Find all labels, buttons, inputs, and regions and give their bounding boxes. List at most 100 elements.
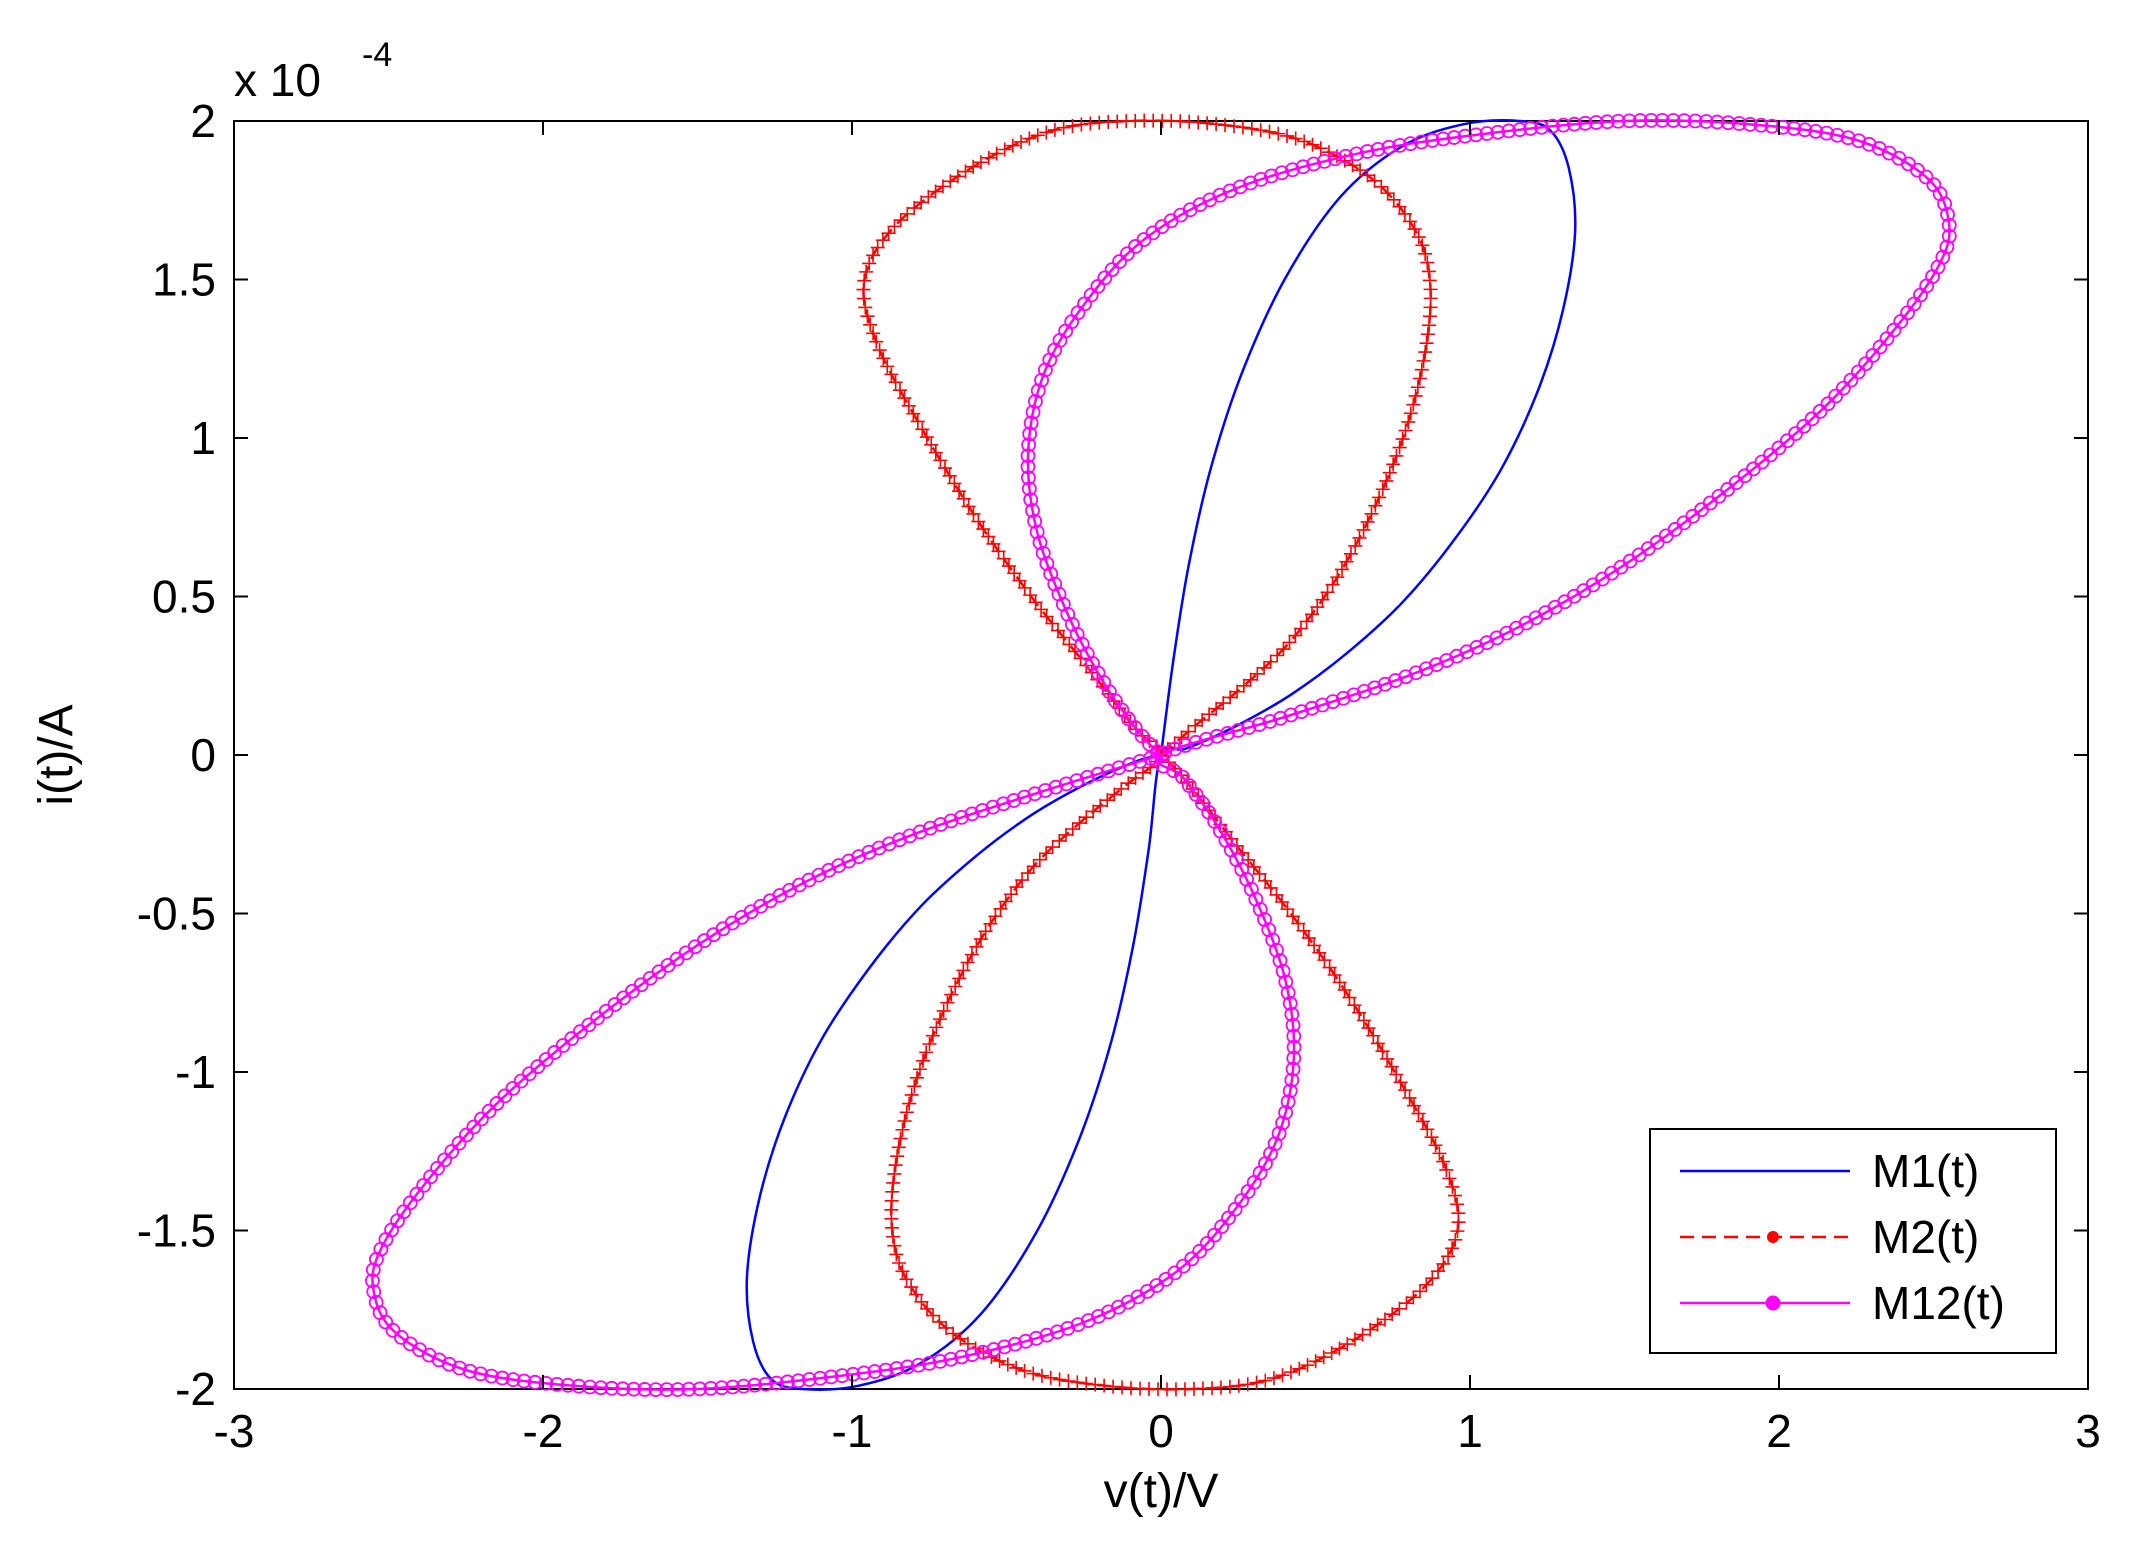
data-point-marker: [1280, 128, 1295, 143]
data-point-marker: [1439, 1162, 1454, 1177]
data-point-marker: [1435, 131, 1451, 147]
data-point-marker: [1941, 217, 1957, 233]
data-point-marker: [637, 1382, 653, 1397]
data-point-marker: [1047, 576, 1063, 592]
data-point-marker: [670, 1382, 686, 1397]
data-point-marker: [1742, 116, 1758, 132]
data-point-marker: [1796, 418, 1812, 434]
data-point-marker: [1285, 909, 1300, 924]
data-point-marker: [1028, 1330, 1044, 1346]
data-point-marker: [1017, 1363, 1032, 1378]
data-point-marker: [1284, 1006, 1300, 1022]
legend-label: M2(t): [1872, 1211, 1979, 1263]
data-point-marker: [1534, 119, 1549, 135]
data-point-marker: [812, 1370, 828, 1386]
data-point-marker: [893, 1131, 908, 1146]
data-point-marker: [988, 909, 1003, 924]
data-point-marker: [904, 1087, 919, 1102]
y-multiplier-base: x 10: [234, 54, 321, 106]
data-point-marker: [1786, 121, 1802, 136]
data-point-marker: [985, 799, 1001, 815]
data-point-marker: [948, 979, 963, 994]
x-tick-label: 2: [1766, 1405, 1792, 1457]
data-point-marker: [1209, 701, 1224, 716]
data-point-marker: [907, 1079, 922, 1094]
data-point-marker: [1395, 432, 1410, 447]
data-point-marker: [902, 828, 918, 844]
data-point-marker: [1270, 648, 1285, 663]
data-point-marker: [943, 813, 959, 829]
data-point-marker: [1007, 1336, 1023, 1352]
data-point-marker: [1926, 177, 1942, 193]
data-point-marker: [910, 1070, 925, 1085]
data-point-marker: [1389, 448, 1404, 463]
data-point-marker: [1367, 173, 1382, 188]
data-point-marker: [1083, 116, 1098, 131]
data-point-marker: [1446, 130, 1462, 145]
data-point-marker: [1128, 239, 1143, 254]
data-point-marker: [1861, 136, 1877, 152]
data-point-marker: [1698, 114, 1714, 129]
data-point-marker: [1325, 577, 1340, 592]
data-point-marker: [1004, 887, 1019, 902]
data-point-marker: [1418, 345, 1433, 360]
data-point-marker: [1775, 119, 1791, 135]
data-point-marker: [780, 1374, 795, 1390]
data-point-marker: [1188, 718, 1203, 733]
x-tick-label: 0: [1148, 1405, 1174, 1457]
data-point-marker: [1370, 141, 1386, 157]
data-point-marker: [1368, 498, 1383, 513]
data-point-marker: [1450, 1197, 1465, 1212]
data-point-marker: [897, 391, 912, 406]
data-point-marker: [1047, 122, 1062, 137]
data-point-marker: [1030, 128, 1045, 143]
data-point-marker: [1034, 372, 1049, 388]
data-point-marker: [474, 1111, 489, 1127]
data-point-marker: [1556, 117, 1571, 133]
data-point-marker: [1282, 996, 1298, 1011]
data-point-marker: [947, 476, 962, 491]
data-point-marker: [1258, 873, 1273, 888]
data-point-marker: [1441, 1249, 1456, 1264]
data-point-marker: [758, 1376, 773, 1392]
data-point-marker: [888, 1158, 903, 1173]
data-point-marker: [1382, 465, 1397, 480]
data-point-marker: [1058, 827, 1073, 842]
data-point-marker: [1448, 1188, 1463, 1203]
data-point-marker: [1034, 1368, 1049, 1383]
data-point-marker: [1935, 249, 1951, 265]
data-point-marker: [889, 1361, 905, 1376]
data-point-marker: [884, 1220, 899, 1235]
data-point-marker: [1012, 573, 1027, 588]
data-point-marker: [1356, 1013, 1371, 1028]
data-point-marker: [1240, 1377, 1255, 1392]
data-point-marker: [1366, 1028, 1381, 1043]
data-point-marker: [1457, 128, 1473, 144]
data-point-marker: [1425, 1271, 1440, 1286]
data-point-marker: [1280, 985, 1296, 1001]
data-point-marker: [952, 971, 967, 986]
series-m12-t-: [365, 112, 1957, 1398]
data-point-marker: [489, 1096, 505, 1111]
data-point-marker: [981, 529, 996, 544]
data-point-marker: [997, 142, 1012, 157]
data-point-marker: [880, 359, 895, 374]
data-point-marker: [1017, 580, 1032, 595]
data-point-marker: [560, 1377, 576, 1393]
data-point-marker: [915, 422, 930, 437]
data-point-marker: [919, 430, 934, 445]
data-point-marker: [1545, 118, 1560, 134]
data-point-marker: [516, 1373, 532, 1389]
data-point-marker: [1307, 938, 1322, 953]
data-point-marker: [1275, 895, 1290, 910]
data-point-marker: [1001, 559, 1016, 574]
data-point-marker: [916, 1053, 931, 1068]
data-point-marker: [1335, 690, 1351, 706]
data-point-marker: [922, 1036, 937, 1051]
data-point-marker: [845, 1366, 861, 1382]
data-point-marker: [1353, 163, 1368, 178]
data-point-marker: [1286, 1039, 1302, 1055]
data-point-marker: [1157, 745, 1173, 761]
data-point-marker: [929, 1020, 944, 1035]
data-point-marker: [1654, 112, 1670, 128]
